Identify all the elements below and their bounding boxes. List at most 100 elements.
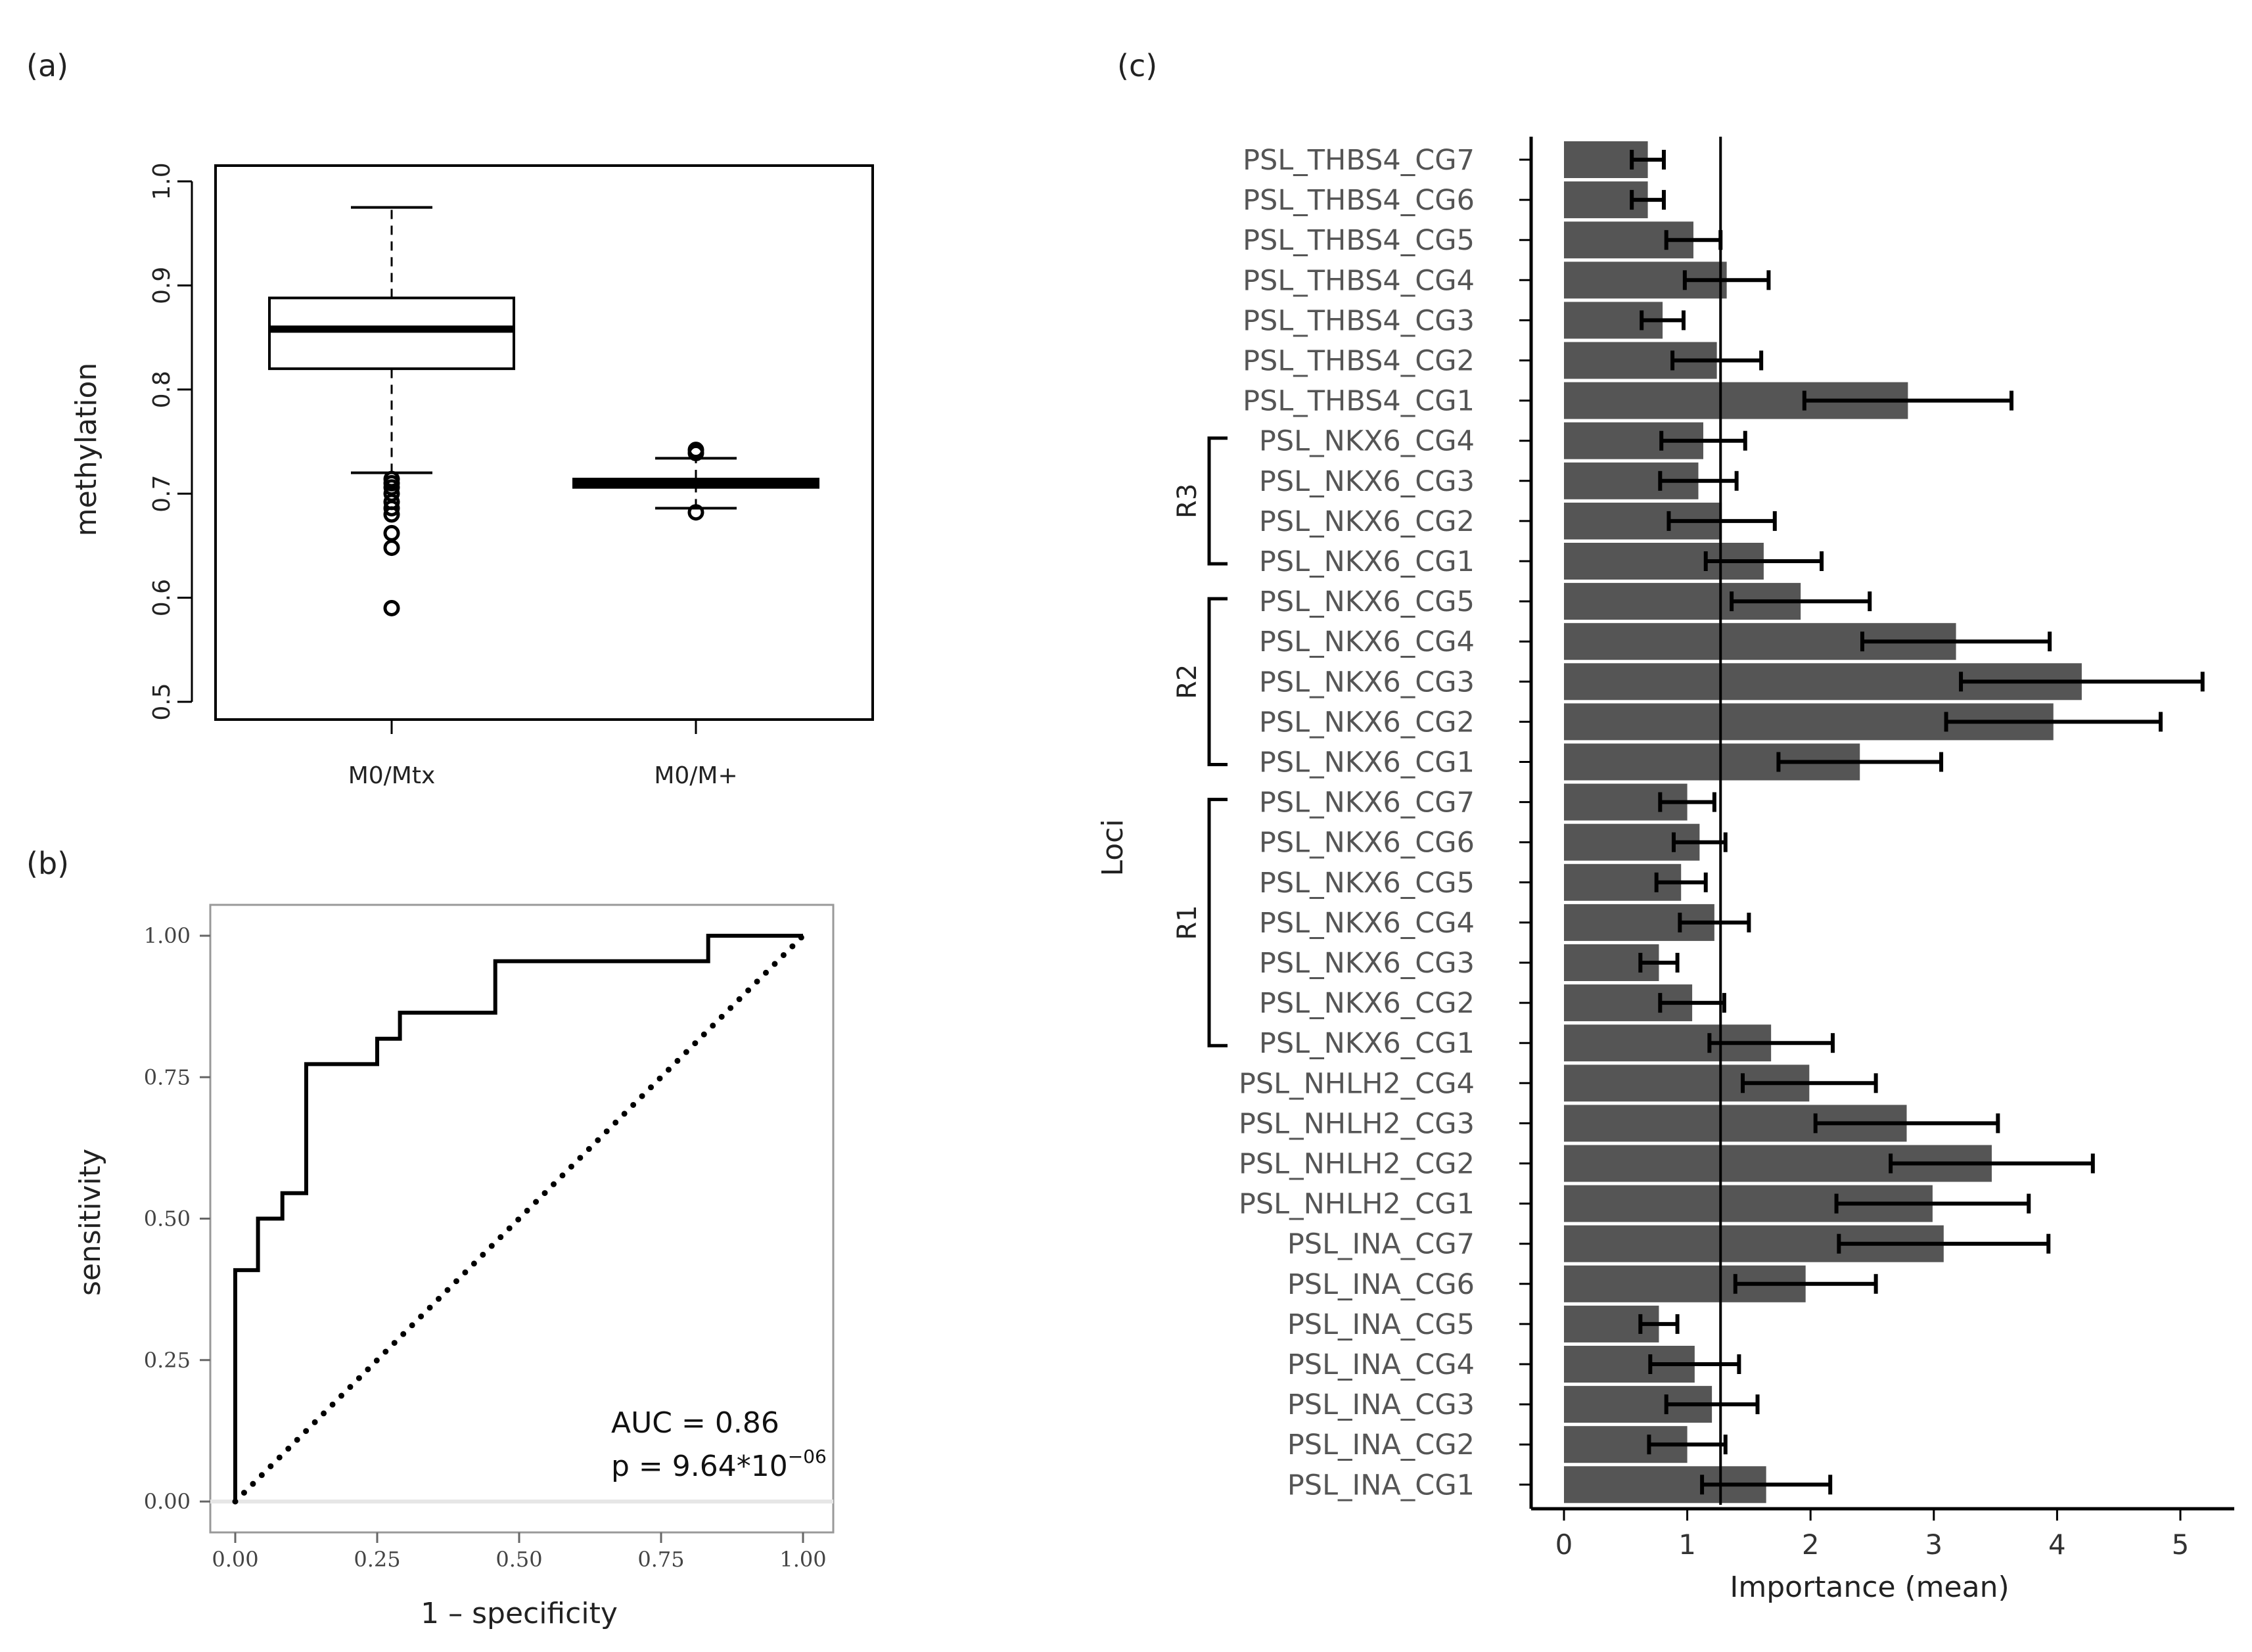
locus-label: PSL_NKX6_CG2 xyxy=(1259,706,1475,739)
panel-b-x-label: 1 – specificity xyxy=(421,1597,618,1630)
locus-label: PSL_NKX6_CG3 xyxy=(1259,947,1475,980)
locus-label: PSL_THBS4_CG6 xyxy=(1243,184,1475,217)
locus-label: PSL_THBS4_CG2 xyxy=(1243,345,1475,378)
locus-label: PSL_INA_CG2 xyxy=(1287,1429,1475,1461)
p-value-annotation: p = 9.64*10−06 xyxy=(611,1446,827,1483)
locus-label: PSL_NKX6_CG3 xyxy=(1259,465,1475,498)
outlier-point xyxy=(687,444,704,461)
panel-b-y-tick-label: 0.00 xyxy=(144,1489,191,1514)
locus-label: PSL_INA_CG6 xyxy=(1287,1268,1475,1301)
outlier-point xyxy=(383,524,400,541)
panel-label-a: (a) xyxy=(26,48,68,83)
box-iqr xyxy=(268,296,515,371)
region-bracket xyxy=(1207,436,1228,566)
panel-b-x-tick-label: 0.25 xyxy=(354,1547,400,1572)
locus-label: PSL_NKX6_CG2 xyxy=(1259,505,1475,538)
locus-label: PSL_NHLH2_CG3 xyxy=(1239,1107,1475,1140)
panel-c-x-tick-label: 4 xyxy=(2048,1528,2066,1561)
panel-c-x-tick-label: 1 xyxy=(1678,1528,1696,1561)
outlier-point xyxy=(383,539,400,557)
panel-a-x-axis: M0/Mtx M0/M+ xyxy=(348,718,738,789)
locus-label: PSL_NKX6_CG4 xyxy=(1259,626,1475,658)
panel-label-b: (b) xyxy=(26,846,69,881)
panel-b-x-tick-label: 0.00 xyxy=(212,1547,258,1572)
locus-label: PSL_NKX6_CG5 xyxy=(1259,585,1475,618)
locus-label: PSL_NKX6_CG1 xyxy=(1259,746,1475,779)
p-value-exponent: −06 xyxy=(788,1446,827,1467)
panel-a-boxplot: 0.5 0.6 0.7 0.8 0.9 1.0 M0/Mtx M0/M+ methylati… xyxy=(70,162,874,789)
panel-b-y-label: sensitivity xyxy=(74,1149,107,1296)
outlier-point xyxy=(383,599,400,616)
panel-b-y-tick-label: 0.75 xyxy=(144,1065,191,1090)
panel-c-x-axis: 0 1 2 3 4 5 xyxy=(1529,137,2234,1561)
locus-label: PSL_NHLH2_CG2 xyxy=(1239,1148,1475,1181)
panel-c-region-brackets: R3 R2 R1 xyxy=(1172,436,1228,1047)
outlier-point xyxy=(383,506,400,523)
locus-label: PSL_NHLH2_CG4 xyxy=(1239,1067,1475,1100)
region-label: R1 xyxy=(1172,905,1203,940)
panel-a-y-tick-label: 0.6 xyxy=(149,579,175,616)
panel-a-y-tick-label: 0.8 xyxy=(149,371,175,408)
panel-c-x-label: Importance (mean) xyxy=(1730,1571,2009,1604)
panel-a-y-tick-label: 0.5 xyxy=(149,683,175,720)
panel-b-lines xyxy=(232,932,806,1505)
locus-label: PSL_INA_CG3 xyxy=(1287,1388,1475,1421)
p-value-main: p = 9.64*10 xyxy=(611,1450,788,1483)
panel-a-boxes xyxy=(268,206,819,616)
region-bracket xyxy=(1207,798,1228,1047)
locus-label: PSL_INA_CG5 xyxy=(1287,1308,1475,1341)
panel-b-x-tick-label: 0.50 xyxy=(495,1547,542,1572)
locus-label: PSL_THBS4_CG5 xyxy=(1243,224,1475,257)
chance-line xyxy=(232,932,806,1505)
roc-curve xyxy=(233,934,803,1502)
panel-a-y-tick-label: 1.0 xyxy=(149,162,175,200)
panel-b-roc: 0.00 0.25 0.50 0.75 1.00 0.00 0.25 0.50 0.75 1.00… xyxy=(74,904,835,1630)
locus-label: PSL_NKX6_CG5 xyxy=(1259,867,1475,900)
panel-a-y-tick-label: 0.7 xyxy=(149,475,175,513)
region-label: R3 xyxy=(1172,484,1203,518)
locus-label: PSL_INA_CG4 xyxy=(1287,1348,1475,1381)
region-bracket xyxy=(1207,597,1228,766)
locus-label: PSL_THBS4_CG1 xyxy=(1243,385,1475,418)
locus-label: PSL_NHLH2_CG1 xyxy=(1239,1188,1475,1221)
panel-b-y-tick-label: 1.00 xyxy=(144,923,191,948)
locus-label: PSL_INA_CG1 xyxy=(1287,1469,1475,1502)
locus-label: PSL_INA_CG7 xyxy=(1287,1228,1475,1261)
locus-label: PSL_NKX6_CG1 xyxy=(1259,1027,1475,1060)
panel-c-x-tick-label: 0 xyxy=(1555,1528,1573,1561)
locus-label: PSL_THBS4_CG3 xyxy=(1243,304,1475,337)
panel-c-x-tick-label: 5 xyxy=(2172,1528,2190,1561)
locus-label: PSL_NKX6_CG2 xyxy=(1259,987,1475,1020)
panel-b-axes: 0.00 0.25 0.50 0.75 1.00 0.00 0.25 0.50 0.75 1.00 xyxy=(144,923,833,1572)
auc-annotation: AUC = 0.86 xyxy=(611,1406,779,1440)
locus-label: PSL_NKX6_CG4 xyxy=(1259,907,1475,940)
locus-label: PSL_NKX6_CG4 xyxy=(1259,425,1475,458)
locus-label: PSL_THBS4_CG7 xyxy=(1243,144,1475,177)
region-label: R2 xyxy=(1172,664,1203,699)
locus-label: PSL_NKX6_CG1 xyxy=(1259,545,1475,578)
panel-b-x-tick-label: 0.75 xyxy=(637,1547,684,1572)
outlier-point xyxy=(687,504,704,521)
panel-b-y-tick-label: 0.25 xyxy=(144,1348,191,1373)
panel-a-y-tick-label: 0.9 xyxy=(149,267,175,304)
panel-c-x-tick-label: 3 xyxy=(1925,1528,1942,1561)
panel-a-frame xyxy=(214,164,874,721)
panel-label-c: (c) xyxy=(1117,48,1157,83)
panel-a-x-tick-label: M0/Mtx xyxy=(348,762,436,789)
panel-b-y-tick-label: 0.50 xyxy=(144,1206,191,1231)
locus-label: PSL_NKX6_CG3 xyxy=(1259,666,1475,699)
panel-a-x-tick-label: M0/M+ xyxy=(654,762,737,789)
locus-label: PSL_THBS4_CG4 xyxy=(1243,264,1475,297)
locus-label: PSL_NKX6_CG6 xyxy=(1259,827,1475,860)
panel-a-y-label: methylation xyxy=(70,363,103,537)
panel-c-importance: PSL_THBS4_CG7 PSL_THBS4_CG6 PSL_THBS4_CG5 P… xyxy=(1096,137,2234,1604)
outlier-point xyxy=(383,499,400,516)
panel-c-x-tick-label: 2 xyxy=(1802,1528,1820,1561)
panel-c-bars xyxy=(1564,137,2205,1505)
panel-a-y-axis: 0.5 0.6 0.7 0.8 0.9 1.0 xyxy=(149,162,193,721)
panel-c-locus-labels: PSL_THBS4_CG7 PSL_THBS4_CG6 PSL_THBS4_CG5 P… xyxy=(1239,144,1531,1502)
panel-b-x-tick-label: 1.00 xyxy=(779,1547,826,1572)
locus-label: PSL_NKX6_CG7 xyxy=(1259,787,1475,819)
panel-c-y-label: Loci xyxy=(1096,819,1130,876)
